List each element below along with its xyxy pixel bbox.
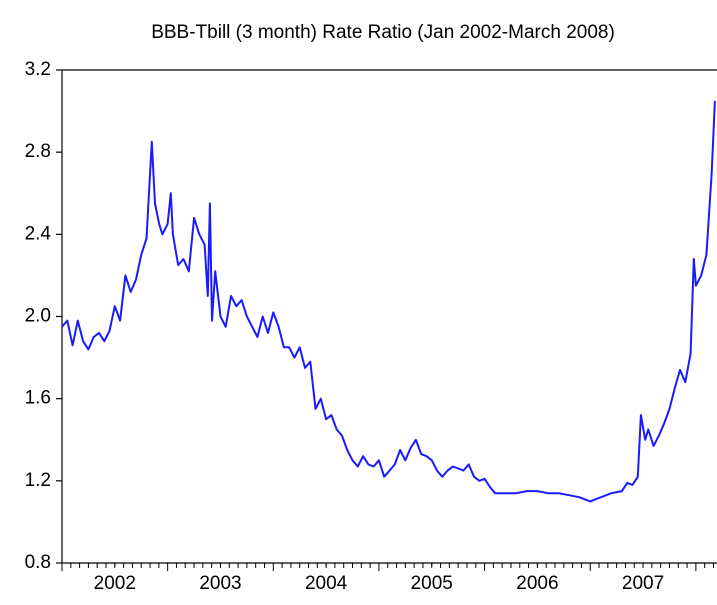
x-tick-label: 2002 — [94, 573, 136, 594]
x-tick-label: 2003 — [199, 573, 241, 594]
x-tick-label: 2005 — [411, 573, 453, 594]
y-tick-label: 3.2 — [25, 59, 51, 80]
series-line — [61, 100, 716, 503]
chart-title: BBB-Tbill (3 month) Rate Ratio (Jan 2002… — [151, 22, 615, 43]
y-tick-label: 2.4 — [25, 223, 52, 244]
y-tick-label: 2.8 — [25, 141, 51, 162]
y-tick-label: 2.0 — [25, 306, 51, 327]
y-tick-label: 1.6 — [25, 388, 51, 409]
y-tick-label: 0.8 — [25, 552, 51, 573]
y-tick-label: 1.2 — [25, 470, 51, 491]
x-tick-label: 2007 — [622, 573, 664, 594]
x-tick-label: 2006 — [516, 573, 558, 594]
x-tick-label: 2004 — [305, 573, 348, 594]
